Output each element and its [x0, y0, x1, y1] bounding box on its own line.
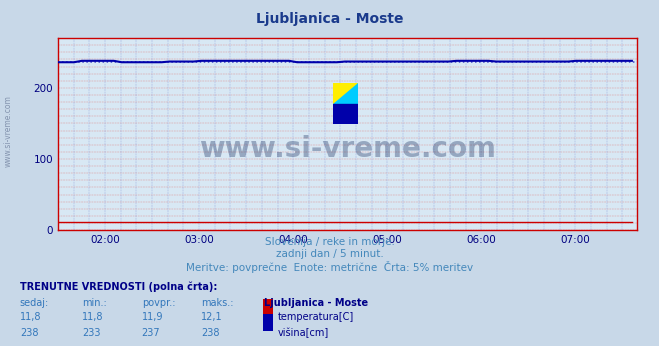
- Text: maks.:: maks.:: [201, 298, 233, 308]
- Text: 237: 237: [142, 328, 160, 338]
- Text: sedaj:: sedaj:: [20, 298, 49, 308]
- Text: 11,8: 11,8: [82, 312, 104, 322]
- Text: 11,8: 11,8: [20, 312, 42, 322]
- Text: TRENUTNE VREDNOSTI (polna črta):: TRENUTNE VREDNOSTI (polna črta):: [20, 282, 217, 292]
- Text: www.si-vreme.com: www.si-vreme.com: [199, 135, 496, 163]
- Text: Ljubljanica - Moste: Ljubljanica - Moste: [264, 298, 368, 308]
- Text: povpr.:: povpr.:: [142, 298, 175, 308]
- Text: 12,1: 12,1: [201, 312, 223, 322]
- Text: zadnji dan / 5 minut.: zadnji dan / 5 minut.: [275, 249, 384, 259]
- Text: 11,9: 11,9: [142, 312, 163, 322]
- Text: Ljubljanica - Moste: Ljubljanica - Moste: [256, 12, 403, 26]
- Text: Meritve: povprečne  Enote: metrične  Črta: 5% meritev: Meritve: povprečne Enote: metrične Črta:…: [186, 261, 473, 273]
- Text: www.si-vreme.com: www.si-vreme.com: [3, 95, 13, 167]
- Text: Slovenija / reke in morje.: Slovenija / reke in morje.: [264, 237, 395, 247]
- Text: višina[cm]: višina[cm]: [278, 328, 330, 338]
- Text: 233: 233: [82, 328, 101, 338]
- Text: 238: 238: [201, 328, 219, 338]
- Text: temperatura[C]: temperatura[C]: [278, 312, 355, 322]
- Text: min.:: min.:: [82, 298, 107, 308]
- Text: 238: 238: [20, 328, 38, 338]
- Polygon shape: [333, 83, 358, 104]
- Polygon shape: [333, 83, 358, 104]
- Polygon shape: [333, 104, 358, 125]
